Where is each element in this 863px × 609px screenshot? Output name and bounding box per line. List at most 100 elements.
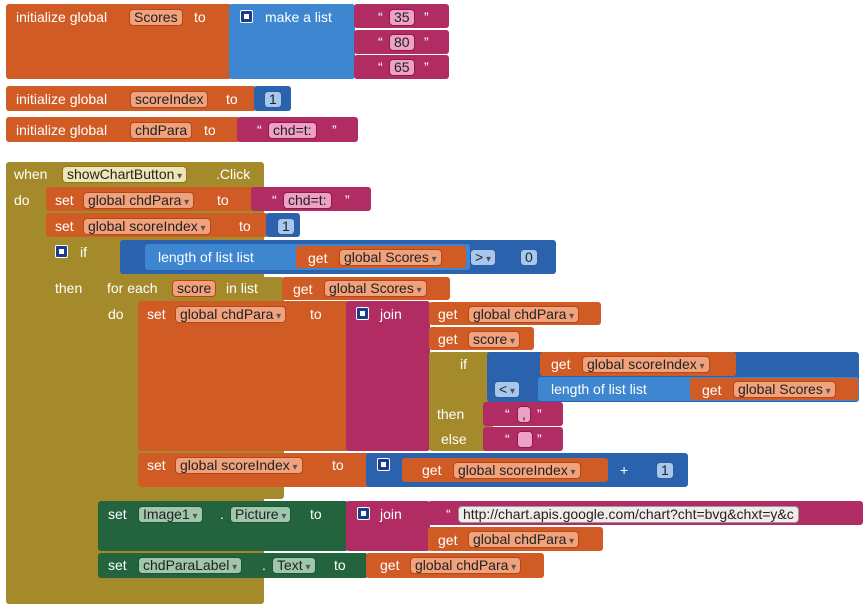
if-label: if <box>80 244 87 260</box>
to-label: to <box>217 192 229 208</box>
to-label: to <box>310 306 322 322</box>
component-dropdown-chdparalabel[interactable]: chdParaLabel <box>138 557 243 574</box>
join-label: join <box>380 306 402 322</box>
inline-else-label: else <box>441 431 467 447</box>
text-value-empty[interactable] <box>517 431 533 448</box>
set-label: set <box>108 506 127 522</box>
var-dropdown-scoreindex[interactable]: global scoreIndex <box>453 462 581 479</box>
to-label: to <box>194 9 206 25</box>
init-global-scores-block[interactable] <box>6 4 232 79</box>
quote-open: “ <box>378 34 383 50</box>
init-prefix-label: initialize global <box>16 122 108 138</box>
plus-operator-label: + <box>620 462 629 478</box>
get-label: get <box>702 382 722 398</box>
set-label: set <box>147 306 166 322</box>
var-dropdown-scores[interactable]: global Scores <box>733 381 836 398</box>
inline-if-label: if <box>460 356 467 372</box>
url-text-value[interactable]: http://chart.apis.google.com/chart?cht=b… <box>458 506 799 523</box>
get-label: get <box>308 250 328 266</box>
text-value-35[interactable]: 35 <box>389 9 415 26</box>
var-dropdown-scoreindex[interactable]: global scoreIndex <box>83 218 211 235</box>
length-of-list-label: length of list list <box>158 249 254 265</box>
length-of-list-label: length of list list <box>551 381 647 397</box>
loop-do-label: do <box>108 306 124 322</box>
number-value-1[interactable]: 1 <box>656 462 674 479</box>
join-mutator-gear-icon[interactable] <box>357 507 370 520</box>
inline-then-label: then <box>437 406 465 422</box>
when-label: when <box>14 166 48 182</box>
text-value-65[interactable]: 65 <box>389 59 415 76</box>
to-label: to <box>239 218 251 234</box>
text-value-80[interactable]: 80 <box>389 34 415 51</box>
text-value-chd[interactable]: chd=t: <box>283 192 332 209</box>
quote-open: “ <box>378 9 383 25</box>
event-name-label: .Click <box>216 166 251 182</box>
set-label: set <box>147 457 166 473</box>
quote-open: “ <box>272 192 277 208</box>
operator-dropdown-lt[interactable]: < <box>494 381 520 398</box>
to-label: to <box>310 506 322 522</box>
init-global-chdpara-block[interactable] <box>6 117 240 142</box>
property-dropdown-text[interactable]: Text <box>272 557 316 574</box>
var-dropdown-chdpara[interactable]: global chdPara <box>83 192 195 209</box>
quote-close: ” <box>332 122 337 138</box>
get-label: get <box>438 306 458 322</box>
dot-label: . <box>262 557 266 573</box>
loop-var-score-field[interactable]: score <box>172 280 217 297</box>
mutator-gear-icon[interactable] <box>240 10 253 23</box>
quote-close: ” <box>537 406 542 422</box>
var-dropdown-chdpara[interactable]: global chdPara <box>468 531 580 548</box>
var-name-chdpara-field[interactable]: chdPara <box>130 122 193 139</box>
var-dropdown-scores[interactable]: global Scores <box>324 280 427 297</box>
quote-close: ” <box>424 59 429 75</box>
to-label: to <box>332 457 344 473</box>
var-dropdown-scores[interactable]: global Scores <box>339 249 442 266</box>
add-mutator-gear-icon[interactable] <box>377 458 390 471</box>
get-label: get <box>551 356 571 372</box>
to-label: to <box>334 557 346 573</box>
for-each-label: for each <box>107 280 158 296</box>
dot-label: . <box>220 506 224 522</box>
quote-close: ” <box>537 431 542 447</box>
quote-open: “ <box>257 122 262 138</box>
var-name-scores-field[interactable]: Scores <box>129 9 183 26</box>
init-prefix-label: initialize global <box>16 91 108 107</box>
init-prefix-label: initialize global <box>16 9 108 25</box>
text-value-chd[interactable]: chd=t: <box>268 122 317 139</box>
var-dropdown-chdpara[interactable]: global chdPara <box>175 306 287 323</box>
quote-open: “ <box>505 431 510 447</box>
join-label: join <box>380 506 402 522</box>
number-value-0[interactable]: 0 <box>520 249 538 266</box>
number-value-1[interactable]: 1 <box>277 218 295 235</box>
var-dropdown-score[interactable]: score <box>468 331 521 348</box>
quote-close: ” <box>424 34 429 50</box>
quote-close: ” <box>345 192 350 208</box>
quote-open: “ <box>446 506 451 522</box>
get-label: get <box>438 532 458 548</box>
make-a-list-label: make a list <box>265 9 332 25</box>
component-dropdown-image1[interactable]: Image1 <box>138 506 203 523</box>
var-dropdown-chdpara[interactable]: global chdPara <box>468 306 580 323</box>
operator-dropdown-gt[interactable]: > <box>470 249 496 266</box>
inline-if-block[interactable] <box>429 352 493 451</box>
component-dropdown-showchartbutton[interactable]: showChartButton <box>62 166 188 183</box>
var-name-scoreindex-field[interactable]: scoreIndex <box>130 91 209 108</box>
text-value-comma[interactable]: , <box>517 406 531 423</box>
set-chdpara-join-block[interactable] <box>138 301 350 451</box>
if-mutator-gear-icon[interactable] <box>55 245 68 258</box>
set-label: set <box>108 557 127 573</box>
var-dropdown-scoreindex[interactable]: global scoreIndex <box>175 457 303 474</box>
get-label: get <box>380 557 400 573</box>
var-dropdown-chdpara[interactable]: global chdPara <box>410 557 522 574</box>
to-label: to <box>204 122 216 138</box>
property-dropdown-picture[interactable]: Picture <box>230 506 292 523</box>
join-block[interactable] <box>346 301 430 451</box>
join-mutator-gear-icon[interactable] <box>356 307 369 320</box>
then-label: then <box>55 280 83 296</box>
set-label: set <box>55 218 74 234</box>
number-value-1[interactable]: 1 <box>264 91 282 108</box>
do-label: do <box>14 192 30 208</box>
get-label: get <box>422 462 442 478</box>
var-dropdown-scoreindex[interactable]: global scoreIndex <box>582 356 710 373</box>
to-label: to <box>226 91 238 107</box>
